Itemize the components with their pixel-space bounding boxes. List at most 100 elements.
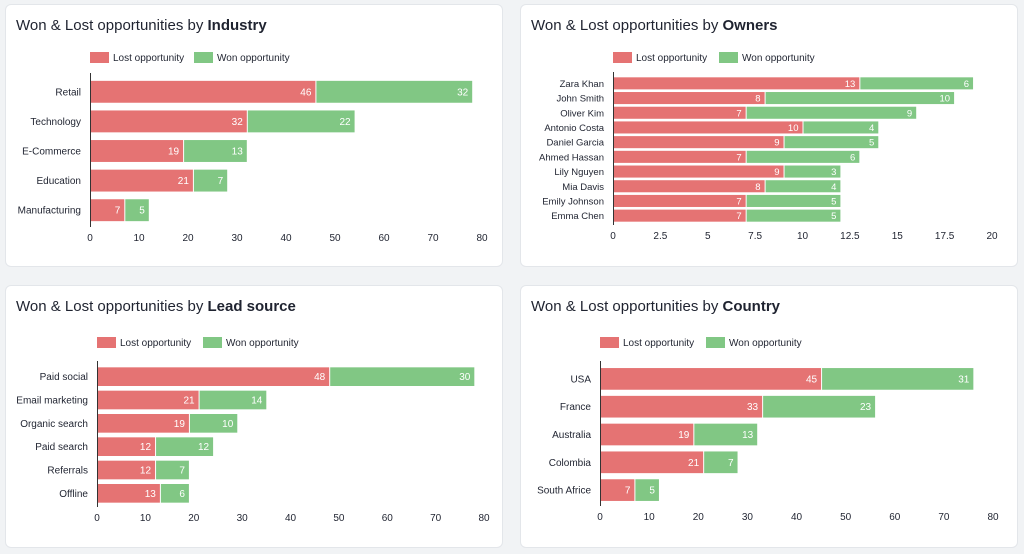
bar-lost-colombia[interactable] [600, 451, 704, 474]
category-label-e-commerce: E-Commerce [22, 147, 81, 158]
bar-lost-email-marketing[interactable] [97, 390, 199, 410]
bar-lost-retail[interactable] [90, 80, 316, 103]
bar-lost-referrals[interactable] [97, 460, 156, 480]
x-tick-label: 80 [476, 233, 488, 244]
x-tick-label: 10 [140, 513, 152, 524]
data-label-won-education: 7 [218, 176, 224, 187]
bar-won-offline[interactable] [160, 484, 189, 503]
legend-label-won[interactable]: Won opportunity [742, 53, 815, 64]
category-label-organic-search: Organic search [20, 419, 88, 430]
legend-swatch-lost[interactable] [90, 52, 109, 63]
bar-won-e-commerce[interactable] [184, 140, 247, 162]
chart-owners: Lost opportunity Won opportunity Zara Khan… [539, 52, 998, 242]
category-label-mia-davis: Mia Davis [562, 182, 604, 193]
legend-swatch-lost[interactable] [613, 52, 632, 63]
legend-swatch-won[interactable] [719, 52, 738, 63]
legend-swatch-won[interactable] [203, 337, 222, 348]
x-tick-label: 70 [430, 513, 442, 524]
data-label-won-john-smith: 10 [940, 94, 951, 105]
bar-lost-education[interactable] [90, 169, 193, 192]
bar-won-france[interactable] [763, 395, 876, 418]
x-tick-label: 40 [791, 512, 803, 523]
bar-won-usa[interactable] [822, 368, 974, 390]
bar-won-daniel-garcia[interactable] [784, 136, 879, 149]
bar-won-colombia[interactable] [704, 451, 738, 474]
bar-won-paid-social[interactable] [330, 367, 475, 386]
bar-lost-zara-khan[interactable] [613, 77, 860, 90]
legend-label-lost[interactable]: Lost opportunity [623, 338, 694, 349]
bar-won-retail[interactable] [316, 80, 473, 103]
legend-label-won[interactable]: Won opportunity [226, 338, 299, 349]
data-label-lost-colombia: 21 [688, 458, 700, 469]
bar-lost-oliver-kim[interactable] [613, 106, 746, 119]
bar-won-john-smith[interactable] [765, 92, 955, 105]
bar-lost-paid-social[interactable] [97, 367, 330, 386]
data-label-lost-ahmed-hassan: 7 [736, 152, 741, 163]
bar-lost-emily-johnson[interactable] [613, 194, 746, 207]
data-label-won-emma-chen: 5 [831, 211, 836, 222]
bar-lost-manufacturing[interactable] [90, 199, 125, 222]
bar-won-organic-search[interactable] [189, 414, 238, 433]
chart-lead-source: Lost opportunity Won opportunity Paid soci… [16, 337, 490, 524]
bar-lost-south-africe[interactable] [600, 479, 635, 501]
data-label-won-paid-search: 12 [198, 442, 210, 453]
x-tick-label: 80 [478, 513, 490, 524]
bar-lost-emma-chen[interactable] [613, 209, 746, 222]
x-tick-label: 12.5 [840, 231, 860, 242]
data-label-lost-emily-johnson: 7 [736, 196, 741, 207]
bar-lost-offline[interactable] [97, 484, 160, 503]
bar-won-paid-search[interactable] [156, 437, 214, 456]
legend-label-lost[interactable]: Lost opportunity [120, 338, 191, 349]
bar-lost-usa[interactable] [600, 368, 822, 390]
bar-lost-john-smith[interactable] [613, 92, 765, 105]
bar-lost-organic-search[interactable] [97, 414, 189, 433]
bar-won-south-africe[interactable] [635, 479, 659, 501]
legend-label-won[interactable]: Won opportunity [217, 53, 290, 64]
category-label-daniel-garcia: Daniel Garcia [546, 138, 604, 149]
bar-lost-e-commerce[interactable] [90, 140, 184, 162]
bar-won-zara-khan[interactable] [860, 77, 974, 90]
bar-won-australia[interactable] [694, 423, 758, 446]
bar-lost-ahmed-hassan[interactable] [613, 150, 746, 163]
bar-lost-mia-davis[interactable] [613, 180, 765, 193]
bar-won-technology[interactable] [247, 110, 355, 133]
legend-label-lost[interactable]: Lost opportunity [636, 53, 707, 64]
category-label-john-smith: John Smith [556, 94, 604, 105]
legend-label-won[interactable]: Won opportunity [729, 338, 802, 349]
bar-won-referrals[interactable] [156, 460, 189, 480]
data-label-won-colombia: 7 [728, 458, 734, 469]
x-tick-label: 20 [693, 512, 705, 523]
bar-lost-technology[interactable] [90, 110, 247, 133]
category-label-offline: Offline [59, 489, 88, 500]
legend-swatch-won[interactable] [194, 52, 213, 63]
bar-won-email-marketing[interactable] [199, 390, 267, 410]
category-label-colombia: Colombia [549, 458, 592, 469]
card-owners: Won & Lost opportunities by Owners Lost … [520, 4, 1018, 267]
data-label-lost-mia-davis: 8 [755, 182, 760, 193]
bar-won-ahmed-hassan[interactable] [746, 150, 860, 163]
category-label-paid-search: Paid search [35, 442, 88, 453]
data-label-won-e-commerce: 13 [232, 147, 244, 158]
bar-won-lily-nguyen[interactable] [784, 165, 841, 178]
bar-won-oliver-kim[interactable] [746, 106, 917, 119]
data-label-won-manufacturing: 5 [139, 206, 145, 217]
legend-swatch-lost[interactable] [97, 337, 116, 348]
bar-lost-france[interactable] [600, 395, 763, 418]
bar-won-mia-davis[interactable] [765, 180, 841, 193]
card-country: Won & Lost opportunities by Country Lost… [520, 285, 1018, 548]
bar-won-manufacturing[interactable] [125, 199, 149, 222]
x-tick-label: 70 [938, 512, 950, 523]
bar-won-antonio-costa[interactable] [803, 121, 879, 134]
bar-won-emily-johnson[interactable] [746, 194, 841, 207]
legend-label-lost[interactable]: Lost opportunity [113, 53, 184, 64]
legend-swatch-won[interactable] [706, 337, 725, 348]
bar-won-education[interactable] [193, 169, 228, 192]
legend-swatch-lost[interactable] [600, 337, 619, 348]
bar-won-emma-chen[interactable] [746, 209, 841, 222]
bar-lost-australia[interactable] [600, 423, 694, 446]
bar-lost-daniel-garcia[interactable] [613, 136, 784, 149]
data-label-lost-education: 21 [178, 176, 190, 187]
bar-lost-lily-nguyen[interactable] [613, 165, 784, 178]
bar-lost-antonio-costa[interactable] [613, 121, 803, 134]
bar-lost-paid-search[interactable] [97, 437, 156, 456]
